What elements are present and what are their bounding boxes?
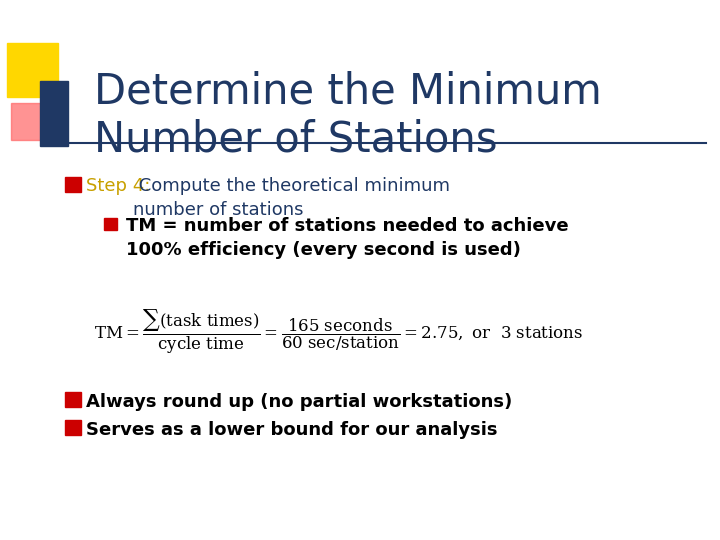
Text: Compute the theoretical minimum
number of stations: Compute the theoretical minimum number o… [133,177,450,219]
Text: Determine the Minimum
Number of Stations: Determine the Minimum Number of Stations [94,70,601,161]
Text: Always round up (no partial workstations): Always round up (no partial workstations… [86,393,513,411]
Text: $\mathrm{TM} = \dfrac{\sum\left(\mathrm{task\ times}\right)}{\mathrm{cycle\ time: $\mathrm{TM} = \dfrac{\sum\left(\mathrm{… [94,308,583,356]
Text: Serves as a lower bound for our analysis: Serves as a lower bound for our analysis [86,421,498,439]
Text: Step 4:: Step 4: [86,177,150,195]
Text: TM = number of stations needed to achieve
100% efficiency (every second is used): TM = number of stations needed to achiev… [126,217,569,259]
